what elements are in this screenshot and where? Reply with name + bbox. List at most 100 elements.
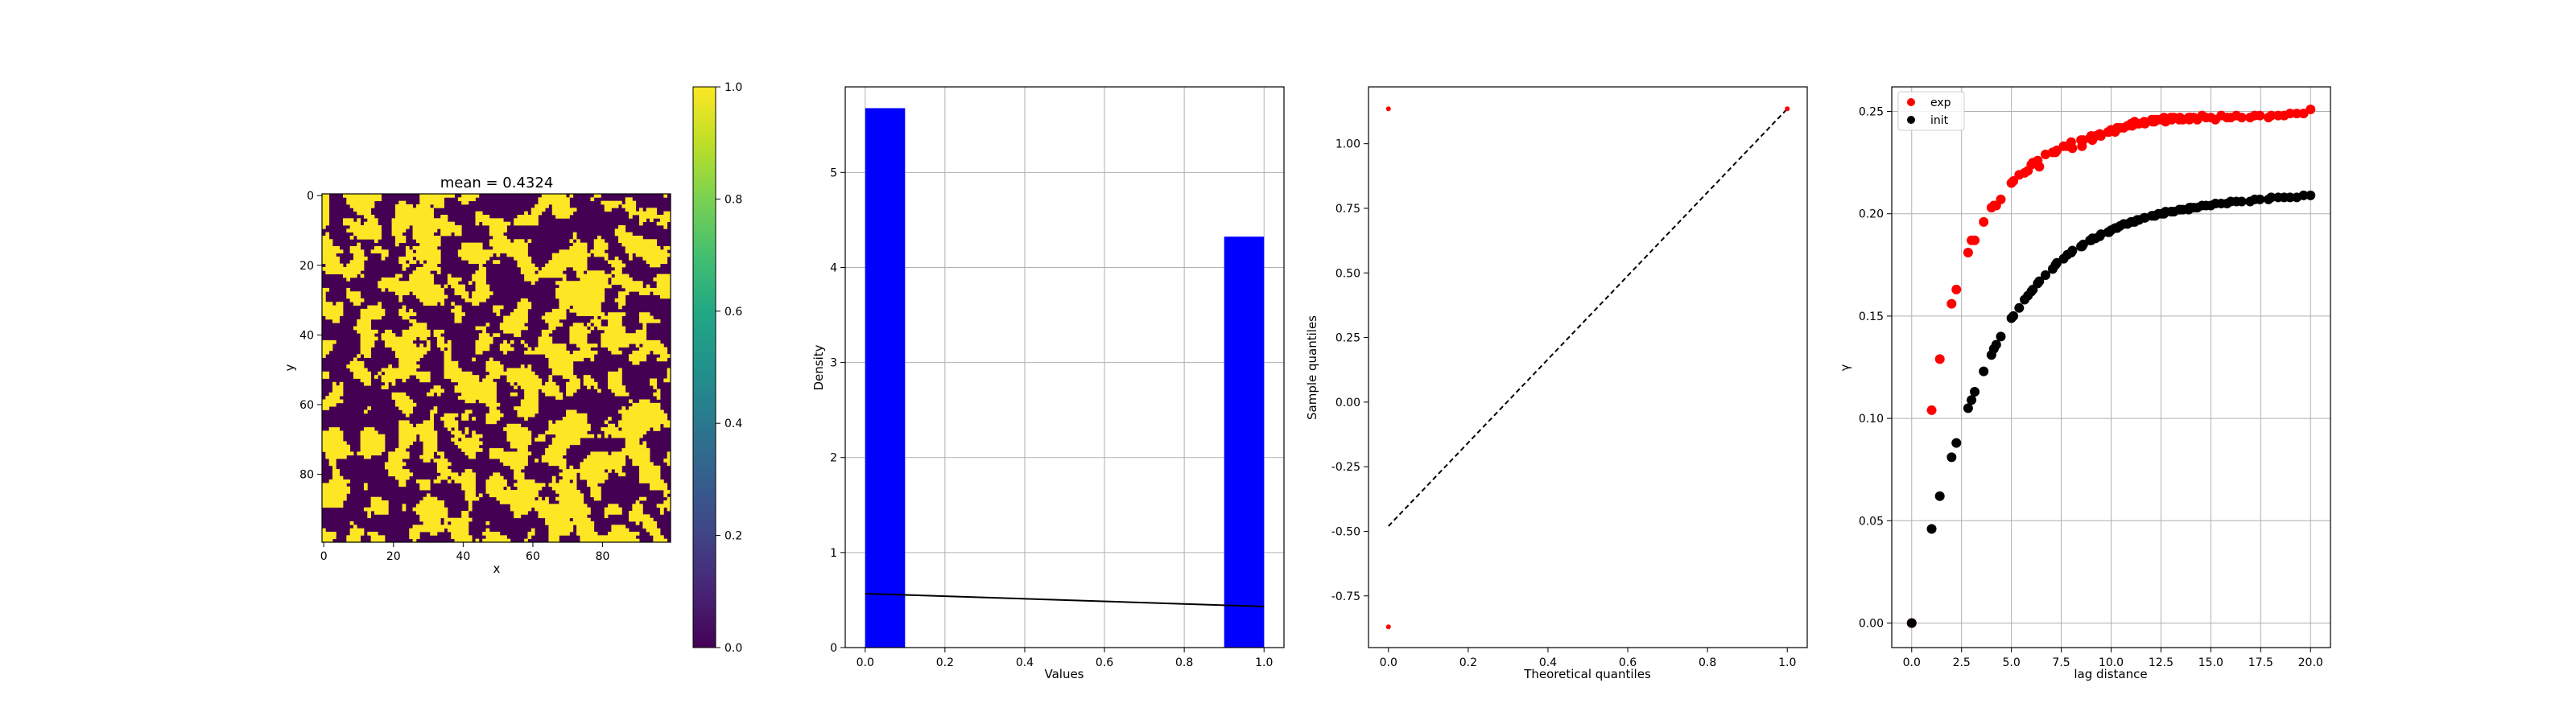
heatmap-cell xyxy=(398,298,402,302)
heatmap-cell xyxy=(587,270,605,274)
histogram-y-tick-label: 2 xyxy=(830,452,837,465)
heatmap-cell xyxy=(618,423,661,428)
colorbar-tick-label: 0.8 xyxy=(724,193,742,206)
heatmap-cell xyxy=(419,434,438,438)
variogram-point-init xyxy=(2266,192,2277,203)
heatmap-cell xyxy=(520,339,525,344)
heatmap-cell xyxy=(541,266,567,271)
heatmap-cell xyxy=(328,427,341,431)
heatmap-cell xyxy=(621,204,637,208)
heatmap-cell xyxy=(639,347,668,352)
heatmap-cell xyxy=(597,434,601,438)
colorbar-gradient xyxy=(692,86,716,648)
heatmap-cell xyxy=(328,392,344,397)
heatmap-cell xyxy=(538,200,570,205)
heatmap-cell xyxy=(593,496,601,501)
heatmap-cell xyxy=(370,249,389,254)
heatmap-cell xyxy=(520,364,525,368)
qq-y-tick-label: -0.50 xyxy=(1331,525,1360,538)
heatmap-cell xyxy=(593,239,605,244)
heatmap-cell xyxy=(475,343,490,348)
histogram-bars xyxy=(865,108,1265,648)
heatmap-cell xyxy=(482,378,493,383)
heatmap-cell xyxy=(559,465,567,470)
heatmap-cell xyxy=(360,438,386,442)
heatmap-cell xyxy=(629,357,647,362)
heatmap-x-tick-label: 60 xyxy=(526,550,540,563)
heatmap-cell xyxy=(419,194,455,198)
heatmap-cell xyxy=(538,343,567,348)
heatmap-cell xyxy=(398,423,413,428)
heatmap-cell xyxy=(391,347,431,352)
heatmap-cell xyxy=(398,294,402,299)
heatmap-cell xyxy=(485,323,490,327)
heatmap-cell xyxy=(625,287,671,292)
heatmap-cell xyxy=(608,375,622,379)
heatmap-cell xyxy=(572,235,577,240)
heatmap-cell xyxy=(639,399,650,404)
heatmap-cell xyxy=(590,493,601,498)
heatmap-cell xyxy=(430,532,438,536)
heatmap-cell xyxy=(412,270,431,274)
heatmap-cell xyxy=(436,339,444,344)
variogram-y-tick-label: 0.25 xyxy=(1859,106,1884,119)
heatmap-cell xyxy=(514,333,522,337)
heatmap-cell xyxy=(332,319,341,323)
heatmap-cell xyxy=(322,402,336,407)
heatmap-cell xyxy=(572,266,588,271)
heatmap-cell xyxy=(635,500,640,504)
heatmap-cell xyxy=(551,211,574,216)
heatmap-cell xyxy=(514,475,525,480)
heatmap-cell xyxy=(642,524,658,529)
colorbar-ticks: 0.0 0.2 0.4 0.6 0.8 1.0 xyxy=(716,81,742,655)
heatmap-cell xyxy=(472,430,476,435)
heatmap-cell xyxy=(593,315,598,320)
heatmap-x-tick-label: 40 xyxy=(456,550,470,563)
heatmap-cell xyxy=(629,511,643,515)
heatmap-cell xyxy=(349,204,375,208)
heatmap-cell xyxy=(545,451,567,456)
heatmap-cell xyxy=(384,465,402,470)
heatmap-cell xyxy=(461,438,480,442)
variogram-point-exp xyxy=(1946,298,1957,309)
heatmap-cell xyxy=(632,402,661,407)
heatmap-cell xyxy=(514,472,525,477)
heatmap-cell xyxy=(349,245,361,250)
colorbar-tick-label: 0.4 xyxy=(724,418,742,430)
heatmap-cell xyxy=(472,291,493,295)
heatmap-cell xyxy=(514,385,518,389)
qq-x-label: Theoretical quantiles xyxy=(1523,667,1651,681)
heatmap-cell xyxy=(510,444,528,449)
heatmap-cell xyxy=(527,532,535,536)
heatmap-cell xyxy=(656,221,668,226)
heatmap-cell xyxy=(357,235,382,240)
heatmap-cell xyxy=(608,381,622,386)
heatmap-cell xyxy=(639,319,661,323)
heatmap-cell xyxy=(468,507,473,512)
heatmap-cell xyxy=(663,211,671,216)
heatmap-cell xyxy=(433,406,438,410)
heatmap-cell xyxy=(514,308,528,313)
heatmap-cell xyxy=(346,364,365,368)
heatmap-cell xyxy=(342,194,382,198)
heatmap-cell xyxy=(394,239,407,244)
heatmap-cell xyxy=(524,274,567,278)
heatmap-cell xyxy=(332,465,336,470)
heatmap-cell xyxy=(451,438,459,442)
heatmap-cell xyxy=(322,528,326,533)
heatmap-cell xyxy=(394,350,427,355)
heatmap-cell xyxy=(590,319,601,323)
heatmap-cell xyxy=(412,232,434,237)
variogram-point-init xyxy=(2285,192,2295,203)
heatmap-cell xyxy=(322,312,344,316)
heatmap-cell xyxy=(667,375,671,379)
heatmap-cell xyxy=(322,350,330,355)
heatmap-cell xyxy=(363,221,378,226)
heatmap-cell xyxy=(370,504,389,508)
heatmap-cell xyxy=(496,253,501,257)
histogram-x-label: Values xyxy=(1044,667,1084,681)
heatmap-cell xyxy=(530,211,543,216)
heatmap-cell xyxy=(635,343,640,348)
qq-y-tick-label: 1.00 xyxy=(1335,138,1360,151)
variogram-point-init xyxy=(2014,302,2025,313)
